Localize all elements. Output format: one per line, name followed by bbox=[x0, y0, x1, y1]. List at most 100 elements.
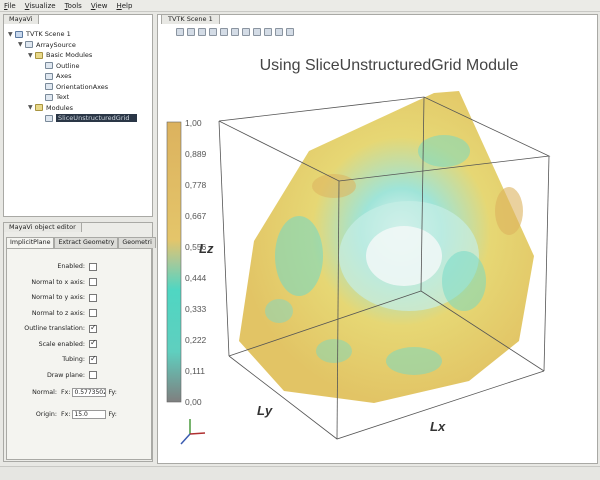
origin-x-input[interactable]: 15.0 bbox=[72, 410, 107, 419]
editor-field-row: Normal to z axis: bbox=[7, 308, 153, 319]
field-label: Draw plane: bbox=[46, 371, 85, 379]
field-checkbox[interactable] bbox=[89, 323, 97, 333]
colorbar-label: 0,222 bbox=[185, 335, 207, 345]
tab-extract-geometry[interactable]: Extract Geometry bbox=[54, 237, 119, 248]
view-y-icon[interactable] bbox=[198, 28, 206, 36]
expand-toggle-icon[interactable]: ▼ bbox=[8, 30, 13, 38]
menu-file[interactable]: File bbox=[4, 1, 16, 10]
field-checkbox[interactable] bbox=[89, 309, 97, 317]
axis-label-x: Lx bbox=[430, 419, 446, 434]
scene-tab[interactable]: TVTK Scene 1 bbox=[161, 14, 220, 24]
menu-help[interactable]: Help bbox=[116, 1, 133, 10]
field-checkbox[interactable] bbox=[89, 338, 97, 348]
tree-item[interactable]: ▼ Basic Modules bbox=[8, 50, 152, 61]
editor-field-row: Normal to y axis: bbox=[7, 292, 153, 303]
menu-view[interactable]: View bbox=[90, 1, 108, 10]
tree-item[interactable]: OrientationAxes bbox=[8, 82, 152, 93]
tree-item-label: Axes bbox=[56, 72, 72, 81]
field-label: Scale enabled: bbox=[38, 340, 85, 348]
colorbar-labels: 1,00 0,889 0,778 0,667 0,556 0,444 0,333… bbox=[185, 118, 207, 407]
tree-item-label: TVTK Scene 1 bbox=[26, 30, 71, 39]
axis-label-y: Ly bbox=[257, 403, 273, 418]
normal-x-label: Fx: bbox=[61, 389, 71, 396]
module-icon bbox=[45, 114, 53, 122]
field-checkbox[interactable] bbox=[89, 354, 97, 364]
normal-label: Normal: bbox=[32, 389, 57, 396]
tree-item-label: Outline bbox=[56, 61, 80, 70]
editor-field-row: Tubing: bbox=[7, 354, 153, 365]
origin-row: Origin: Fx: 15.0 Fy: bbox=[7, 409, 153, 420]
tree-item[interactable]: Text bbox=[8, 92, 152, 103]
module-icon bbox=[45, 62, 53, 70]
save-snapshot-icon[interactable] bbox=[286, 28, 294, 36]
pipeline-panel: MayaVi ▼ TVTK Scene 1 ▼ ArraySource ▼ Basic M… bbox=[3, 14, 153, 217]
colorbar-label: 0,667 bbox=[185, 211, 207, 221]
isometric-view-icon[interactable] bbox=[242, 28, 250, 36]
tree-item[interactable]: ▼ ArraySource bbox=[8, 40, 152, 51]
tab-geometry[interactable]: Geometri bbox=[118, 237, 156, 248]
module-icon bbox=[45, 83, 53, 91]
orientation-axes-icon bbox=[180, 419, 206, 445]
object-editor-panel: MayaVi object editor ImplicitPlane Extra… bbox=[3, 222, 156, 462]
field-label: Normal to x axis: bbox=[31, 278, 85, 286]
colorbar-label: 0,778 bbox=[185, 180, 207, 190]
tree-item[interactable]: ▼ TVTK Scene 1 bbox=[8, 29, 152, 40]
colorbar-label: 0,556 bbox=[185, 242, 207, 252]
normal-y-label: Fy: bbox=[108, 389, 117, 396]
origin-x-label: Fx: bbox=[61, 411, 71, 418]
tree-item[interactable]: SliceUnstructuredGrid bbox=[8, 113, 152, 124]
colorbar-label: 0,00 bbox=[185, 397, 202, 407]
menu-tools[interactable]: Tools bbox=[64, 1, 82, 10]
expand-toggle-icon[interactable]: ▼ bbox=[28, 104, 33, 112]
outline-box bbox=[218, 96, 551, 440]
fullscreen-icon[interactable] bbox=[275, 28, 283, 36]
scene-title: Using SliceUnstructuredGrid Module bbox=[260, 57, 519, 74]
view-z-icon[interactable] bbox=[220, 28, 228, 36]
scene-panel: TVTK Scene 1 bbox=[157, 14, 598, 464]
editor-field-row: Outline translation: bbox=[7, 323, 153, 334]
view-minus-y-icon[interactable] bbox=[209, 28, 217, 36]
slice-surface bbox=[239, 91, 534, 403]
object-editor-tab[interactable]: MayaVi object editor bbox=[3, 222, 82, 232]
normal-x-input[interactable]: 0.5773502 bbox=[72, 388, 107, 397]
field-checkbox[interactable] bbox=[89, 371, 97, 379]
pipeline-tab[interactable]: MayaVi bbox=[3, 14, 39, 24]
pipeline-tree: ▼ TVTK Scene 1 ▼ ArraySource ▼ Basic Modules O… bbox=[8, 29, 152, 124]
tree-item-label: Basic Modules bbox=[46, 51, 93, 60]
field-label: Normal to z axis: bbox=[31, 309, 85, 317]
origin-label: Origin: bbox=[35, 411, 57, 418]
editor-field-row: Normal to x axis: bbox=[7, 277, 153, 288]
scene-render: Using SliceUnstructuredGrid Module bbox=[166, 57, 551, 445]
tree-item-label: Modules bbox=[46, 103, 74, 112]
field-checkbox[interactable] bbox=[89, 262, 97, 271]
field-checkbox[interactable] bbox=[89, 278, 97, 286]
tree-item[interactable]: Outline bbox=[8, 61, 152, 72]
tree-item-label: OrientationAxes bbox=[56, 82, 109, 91]
tree-item-label: SliceUnstructuredGrid bbox=[56, 114, 138, 123]
status-bar bbox=[0, 466, 600, 480]
view-minus-z-icon[interactable] bbox=[231, 28, 239, 36]
parallel-projection-icon[interactable] bbox=[253, 28, 261, 36]
view-x-icon[interactable] bbox=[176, 28, 184, 36]
editor-field-row: Draw plane: bbox=[7, 370, 153, 381]
field-label: Normal to y axis: bbox=[31, 294, 85, 301]
axes-toggle-icon[interactable] bbox=[264, 28, 272, 36]
tree-item[interactable]: Axes bbox=[8, 71, 152, 82]
view-minus-x-icon[interactable] bbox=[187, 28, 195, 36]
field-checkbox[interactable] bbox=[89, 293, 97, 302]
tree-item-label: Text bbox=[56, 93, 70, 102]
editor-form: Normal: Fx: 0.5773502 Fy: Origin: Fx: 15… bbox=[6, 248, 152, 460]
folder-icon bbox=[35, 51, 43, 59]
expand-toggle-icon[interactable]: ▼ bbox=[18, 41, 23, 49]
tree-item-label: ArraySource bbox=[36, 40, 76, 49]
menu-bar: File Visualize Tools View Help bbox=[0, 0, 600, 12]
field-label: Enabled: bbox=[57, 263, 85, 270]
tree-item[interactable]: ▼ Modules bbox=[8, 103, 152, 114]
tab-implicit-plane[interactable]: ImplicitPlane bbox=[6, 237, 55, 248]
colorbar-label: 0,111 bbox=[185, 366, 205, 376]
menu-visualize[interactable]: Visualize bbox=[24, 1, 56, 10]
scene-toolbar bbox=[176, 28, 297, 39]
expand-toggle-icon[interactable]: ▼ bbox=[28, 51, 33, 59]
render-viewport[interactable]: Using SliceUnstructuredGrid Module bbox=[159, 41, 596, 462]
colorbar-label: 0,333 bbox=[185, 304, 207, 314]
